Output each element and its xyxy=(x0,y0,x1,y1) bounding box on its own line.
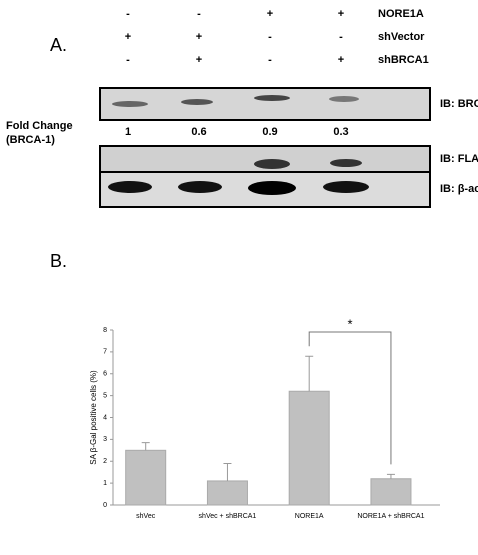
bar xyxy=(288,390,330,506)
treatment-sign: - xyxy=(197,8,201,20)
error-bar xyxy=(223,462,232,481)
treatment-sign: + xyxy=(267,8,273,20)
panel-a-label: A. xyxy=(50,35,67,55)
fold-change-value: 0.6 xyxy=(191,126,206,138)
significance-bracket xyxy=(308,331,392,465)
error-bar xyxy=(305,355,314,392)
y-tick-label: 1 xyxy=(103,480,107,487)
blot-label: IB: BRCA1 xyxy=(440,98,478,110)
panel-b-label: B. xyxy=(50,251,67,271)
bar xyxy=(125,449,167,506)
fold-change-label: (BRCA-1) xyxy=(6,134,55,146)
treatment-sign: - xyxy=(339,31,343,43)
blot-label: IB: β-actin xyxy=(440,183,478,195)
x-tick-label: NORE1A + shBRCA1 xyxy=(357,513,424,520)
fold-change-value: 0.9 xyxy=(262,126,277,138)
blot-label: IB: FLAG (Nore1A) xyxy=(440,153,478,165)
y-tick-label: 3 xyxy=(103,436,107,443)
treatment-sign: - xyxy=(268,31,272,43)
treatment-name: NORE1A xyxy=(378,8,424,20)
y-tick-label: 6 xyxy=(103,371,107,378)
fold-change-value: 1 xyxy=(125,126,131,138)
error-bar xyxy=(141,442,150,451)
x-tick-label: shVec + shBRCA1 xyxy=(199,513,257,520)
bar xyxy=(206,480,248,506)
blot-images xyxy=(99,87,431,208)
treatment-name: shVector xyxy=(378,31,425,43)
treatment-sign: + xyxy=(125,31,131,43)
treatment-sign: + xyxy=(196,31,202,43)
x-tick-label: NORE1A xyxy=(295,513,324,520)
x-tick-label: shVec xyxy=(136,513,156,520)
significance-star: * xyxy=(348,316,353,331)
treatment-name: shBRCA1 xyxy=(378,54,429,66)
treatment-sign: - xyxy=(126,8,130,20)
y-axis-label: SA β-Gal positive cells (%) xyxy=(89,370,98,465)
y-tick-label: 4 xyxy=(103,414,107,421)
y-tick-label: 7 xyxy=(103,349,107,356)
treatment-sign: + xyxy=(196,54,202,66)
treatment-sign: + xyxy=(338,54,344,66)
treatment-sign: - xyxy=(126,54,130,66)
y-tick-label: 2 xyxy=(103,458,107,465)
y-tick-label: 0 xyxy=(103,502,107,509)
treatment-sign: - xyxy=(268,54,272,66)
y-tick-label: 8 xyxy=(103,327,107,334)
error-bar xyxy=(386,473,395,479)
fold-change-label: Fold Change xyxy=(6,120,73,132)
fold-change-value: 0.3 xyxy=(333,126,348,138)
bar xyxy=(370,478,412,506)
treatment-sign: + xyxy=(338,8,344,20)
y-tick-label: 5 xyxy=(103,392,107,399)
